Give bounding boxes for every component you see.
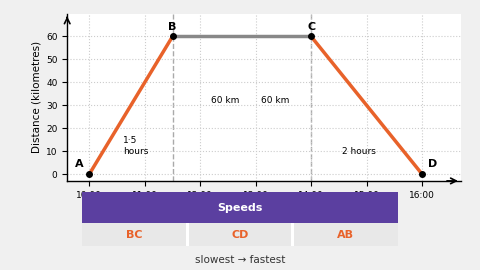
Text: 2 hours: 2 hours <box>342 147 375 156</box>
Text: A: A <box>75 159 84 170</box>
Text: B: B <box>168 22 177 32</box>
Text: D: D <box>428 159 437 170</box>
Text: 1·5
hours: 1·5 hours <box>122 136 148 156</box>
Text: slowest → fastest: slowest → fastest <box>195 255 285 265</box>
Text: C: C <box>307 22 315 32</box>
Bar <box>82 192 398 224</box>
Y-axis label: Distance (kilometres): Distance (kilometres) <box>32 41 42 153</box>
Bar <box>82 224 398 246</box>
Text: 60 km: 60 km <box>261 96 289 105</box>
Bar <box>291 224 294 246</box>
Text: Speeds: Speeds <box>217 202 263 212</box>
X-axis label: Time: Time <box>251 202 277 212</box>
Text: BC: BC <box>126 230 143 240</box>
Text: 60 km: 60 km <box>211 96 240 105</box>
Bar <box>186 224 189 246</box>
Text: AB: AB <box>337 230 354 240</box>
Text: CD: CD <box>231 230 249 240</box>
